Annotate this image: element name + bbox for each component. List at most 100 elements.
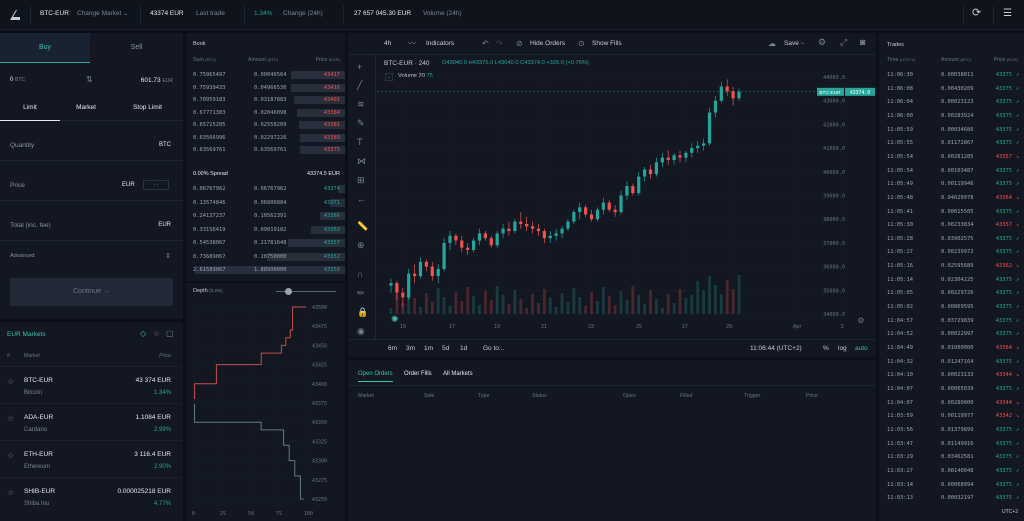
hide-orders-icon[interactable]: ⊘ xyxy=(516,39,523,48)
volume-bar xyxy=(460,301,464,314)
depth-x-tick: 75 xyxy=(276,511,282,517)
save-button[interactable]: Save xyxy=(784,40,799,47)
col-market[interactable]: Market xyxy=(24,353,40,359)
auto-toggle[interactable]: auto xyxy=(855,345,868,352)
bid-row[interactable]: 2.61589067 1.88990000 43350 xyxy=(186,266,345,274)
star-icon[interactable]: ☆ xyxy=(7,377,15,386)
star-icon[interactable]: ☆ xyxy=(7,414,15,423)
diamond-icon[interactable]: ◇ xyxy=(140,329,147,338)
ask-row[interactable]: 0.75965497 0.00046564 43417 xyxy=(186,71,345,79)
eye-icon[interactable]: ◉ xyxy=(357,326,365,336)
ask-row[interactable]: 0.63569761 0.63569761 43375 xyxy=(186,146,345,154)
camera-icon[interactable]: ◙ xyxy=(860,37,866,47)
range-1m[interactable]: 1m xyxy=(424,345,434,352)
markets-title[interactable]: EUR Markets xyxy=(7,331,46,338)
crosshair-icon[interactable]: + xyxy=(357,62,363,72)
bid-row[interactable]: 0.13574846 0.06806884 43371 xyxy=(186,198,345,207)
logo-icon[interactable] xyxy=(9,9,21,21)
depth-y-tick: 43250 xyxy=(312,497,327,503)
tab-market[interactable]: Market xyxy=(76,104,96,111)
market-row[interactable]: ☆ BTC-EUR Bitcoin 43 374 EUR 1.34% xyxy=(0,366,183,403)
brush-icon[interactable]: ✎ xyxy=(357,118,365,128)
price-stepper[interactable]: ‹ › xyxy=(143,180,169,190)
percent-toggle[interactable]: % xyxy=(823,345,829,352)
lock-icon[interactable]: 🔒 xyxy=(357,307,369,317)
candle-body xyxy=(560,228,564,234)
quantity-field[interactable]: Quantity BTC xyxy=(0,129,183,161)
tab-open-orders[interactable]: Open Orders xyxy=(358,371,393,382)
market-row[interactable]: ☆ ADA-EUR Cardano 1.1084 EUR 2.99% xyxy=(0,403,183,440)
chevron-down-icon[interactable]: ⌄ xyxy=(123,11,129,17)
price-field[interactable]: Price EUR ‹ › xyxy=(0,169,183,201)
gear-icon[interactable]: ⚙ xyxy=(818,37,827,47)
measure-icon[interactable]: ⊞ xyxy=(357,175,365,185)
save-chevron-icon[interactable]: ⌄ xyxy=(800,40,806,46)
market-pair[interactable]: BTC-EUR xyxy=(40,10,69,17)
market-row[interactable]: ☆ ETH-EUR Ethereum 3 116.4 EUR 2.90% xyxy=(0,440,183,477)
change-market-button[interactable]: Change Market xyxy=(77,10,122,17)
bid-row[interactable]: 0.24137237 0.10562391 43366 xyxy=(186,212,345,220)
star-icon[interactable]: ☆ xyxy=(153,329,161,338)
bid-row[interactable]: 0.33156419 0.09019182 43363 xyxy=(186,225,345,234)
zoom-in-icon[interactable]: ⊕ xyxy=(357,240,365,250)
indicators-button[interactable]: Indicators xyxy=(426,40,455,47)
continue-button[interactable]: Continue → xyxy=(10,278,173,306)
range-1d[interactable]: 1d xyxy=(460,345,468,352)
market-row[interactable]: ☆ SHIB-EUR Shiba Inu 0.000025218 EUR 4.77% xyxy=(0,477,183,514)
star-icon[interactable]: ☆ xyxy=(7,451,15,460)
ask-row[interactable]: 0.63566996 0.02297226 43380 xyxy=(186,133,345,142)
hide-orders-button[interactable]: Hide Orders xyxy=(530,40,566,47)
redo-icon[interactable]: ↷ xyxy=(496,39,503,48)
ask-row[interactable]: 0.67771303 0.02046098 43384 xyxy=(186,108,345,117)
goto-button[interactable]: Go to... xyxy=(483,345,505,352)
show-fills-button[interactable]: Show Fills xyxy=(592,40,622,47)
fullscreen-icon[interactable]: ⤢ xyxy=(840,37,848,47)
fib-icon[interactable]: ≋ xyxy=(357,99,365,109)
trade-time: 11:03:47 xyxy=(887,440,913,447)
pattern-icon[interactable]: ⋈ xyxy=(357,156,366,166)
tab-all-markets[interactable]: All Markets xyxy=(443,371,473,377)
show-fills-icon[interactable]: ⊙ xyxy=(578,39,585,48)
log-toggle[interactable]: log xyxy=(838,345,847,352)
volume-bar xyxy=(472,296,475,314)
interval-button[interactable]: 4h xyxy=(384,40,392,47)
undo-icon[interactable]: ↶ xyxy=(482,39,489,48)
tab-order-fills[interactable]: Order Fills xyxy=(404,371,432,377)
trade-time: 11:06:04 xyxy=(887,99,913,106)
ask-row[interactable]: 0.65725205 0.02558209 43381 xyxy=(186,121,345,129)
depth-zoom-handle[interactable] xyxy=(285,288,292,295)
depth-y-tick: 43450 xyxy=(312,343,327,349)
range-5d[interactable]: 5d xyxy=(442,345,450,352)
tab-limit[interactable]: Limit xyxy=(0,95,60,121)
cloud-icon[interactable]: ☁ xyxy=(768,39,776,48)
text-icon[interactable]: T xyxy=(357,137,363,147)
magnet-icon[interactable]: ∩ xyxy=(357,269,364,279)
ruler-icon[interactable]: 📏 xyxy=(357,221,369,231)
trendline-icon[interactable]: ╱ xyxy=(357,80,363,90)
ask-row[interactable]: 0.70959183 0.03187883 43401 xyxy=(186,96,345,104)
back-arrow-icon[interactable]: ← xyxy=(357,194,366,204)
range-6m[interactable]: 6m xyxy=(388,345,398,352)
advanced-toggle[interactable]: Advanced ⇕ xyxy=(0,245,183,267)
swap-icon[interactable]: ⇅ xyxy=(86,75,93,84)
ask-row[interactable]: 0.75939433 0.04966530 43416 xyxy=(186,83,345,92)
lock-draw-icon[interactable]: ✏ xyxy=(357,288,365,298)
range-3m[interactable]: 3m xyxy=(406,345,416,352)
bid-row[interactable]: 0.06767962 0.06767962 43374 xyxy=(186,185,345,193)
volume-bar xyxy=(554,307,558,314)
book-amount: 0.06767962 xyxy=(254,186,287,192)
depth-zoom-slider[interactable] xyxy=(276,291,336,292)
indicators-icon[interactable]: 〰 xyxy=(408,39,416,48)
star-icon[interactable]: ☆ xyxy=(7,488,15,497)
bid-row[interactable]: 0.73689067 0.28750000 43352 xyxy=(186,252,345,261)
grid-icon[interactable]: ▢ xyxy=(166,329,174,338)
candlestick-plot[interactable]: 44000.0 43000.0 42000.0 41000.0 40000.0 39000… xyxy=(377,69,876,331)
menu-icon[interactable]: ☰ xyxy=(1003,8,1012,19)
buy-tab[interactable]: Buy xyxy=(0,33,90,63)
total-field[interactable]: Total (inc. fee) EUR xyxy=(0,209,183,241)
sell-tab[interactable]: Sell xyxy=(130,44,143,51)
tab-stop-limit[interactable]: Stop Limit xyxy=(133,104,162,111)
bid-row[interactable]: 0.54538067 0.21781648 43357 xyxy=(186,239,345,247)
col-price[interactable]: Price xyxy=(159,353,171,359)
refresh-icon[interactable]: ⟳ xyxy=(972,7,982,19)
